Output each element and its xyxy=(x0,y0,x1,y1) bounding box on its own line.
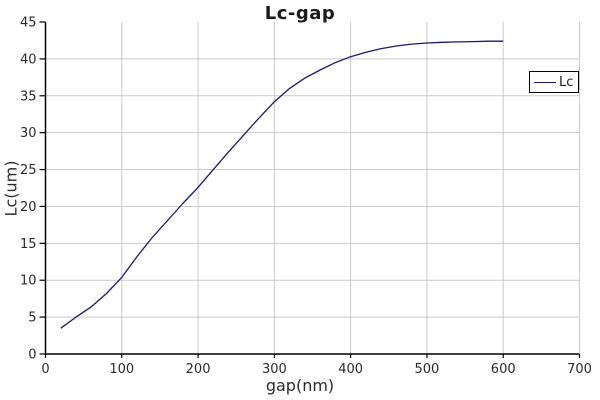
axes xyxy=(44,22,580,355)
svg-text:30: 30 xyxy=(20,126,37,141)
gridlines xyxy=(45,22,580,354)
x-axis-label: gap(nm) xyxy=(265,376,335,395)
svg-text:400: 400 xyxy=(338,362,363,377)
legend-line-sample xyxy=(534,81,556,83)
legend: Lc xyxy=(529,71,579,93)
svg-text:700: 700 xyxy=(567,362,592,377)
svg-text:500: 500 xyxy=(415,362,440,377)
svg-text:40: 40 xyxy=(20,52,37,67)
tick-marks xyxy=(39,21,581,358)
x-tick-labels: 0 100 200 300 400 500 600 700 xyxy=(41,362,592,377)
y-axis-label: Lc(um) xyxy=(1,160,21,217)
chart-title: Lc-gap xyxy=(264,3,336,24)
svg-text:200: 200 xyxy=(186,362,211,377)
svg-text:45: 45 xyxy=(20,16,37,31)
svg-text:0: 0 xyxy=(28,348,36,363)
svg-text:0: 0 xyxy=(41,362,49,377)
y-tick-labels: 0 5 10 15 20 25 30 35 40 45 xyxy=(20,16,37,363)
svg-text:300: 300 xyxy=(262,362,287,377)
svg-text:600: 600 xyxy=(491,362,516,377)
svg-text:5: 5 xyxy=(28,311,36,326)
svg-text:20: 20 xyxy=(20,200,37,215)
svg-text:35: 35 xyxy=(20,89,37,104)
svg-text:100: 100 xyxy=(109,362,134,377)
series-line-Lc xyxy=(60,40,504,329)
svg-text:10: 10 xyxy=(20,274,37,289)
svg-text:15: 15 xyxy=(20,237,37,252)
svg-text:25: 25 xyxy=(20,163,37,178)
legend-label: Lc xyxy=(559,74,574,90)
